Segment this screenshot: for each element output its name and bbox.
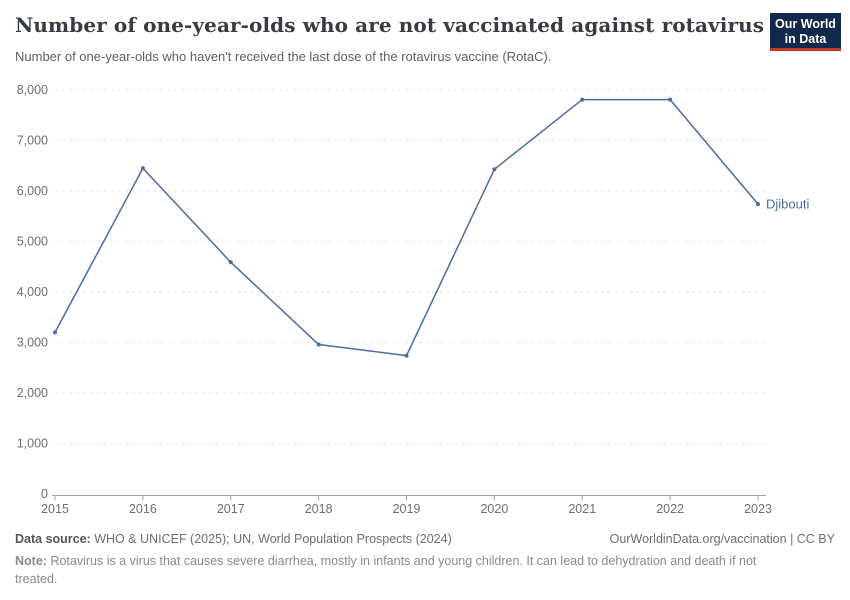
chart-note-label: Note: (15, 554, 47, 569)
x-tick-label: 2020 (480, 502, 508, 516)
owid-logo-line1: Our World (775, 17, 836, 31)
data-point[interactable] (53, 330, 57, 335)
chart-subtitle: Number of one-year-olds who haven't rece… (15, 49, 552, 64)
y-tick-label: 7,000 (17, 134, 48, 148)
y-tick-label: 6,000 (17, 184, 48, 198)
y-tick-label: 4,000 (17, 285, 48, 299)
data-point[interactable] (668, 97, 673, 102)
page-title: Number of one-year-olds who are not vacc… (15, 13, 765, 37)
chart-note: Note: Rotavirus is a virus that causes s… (15, 554, 757, 587)
y-tick-label: 2,000 (17, 386, 48, 400)
data-point[interactable] (316, 342, 321, 347)
x-tick-label: 2023 (744, 502, 772, 516)
chart-footer: Data source: WHO & UNICEF (2025); UN, Wo… (15, 530, 835, 588)
x-tick-label: 2018 (305, 502, 333, 516)
x-tick-label: 2021 (568, 502, 596, 516)
data-point[interactable] (404, 353, 409, 358)
data-point[interactable] (492, 167, 497, 172)
y-tick-label: 5,000 (17, 235, 48, 249)
data-point[interactable] (756, 202, 760, 207)
x-tick-label: 2017 (217, 502, 245, 516)
x-tick-label: 2015 (41, 502, 69, 516)
owid-logo-line2: in Data (784, 31, 827, 46)
data-source-label: Data source: (15, 532, 91, 546)
owid-url-license[interactable]: OurWorldinData.org/vaccination | CC BY (609, 532, 835, 546)
owid-logo[interactable]: Our World in Data (770, 13, 841, 51)
x-tick-label: 2022 (656, 502, 684, 516)
data-point[interactable] (140, 166, 145, 171)
y-tick-label: 8,000 (17, 83, 48, 97)
y-tick-label: 3,000 (17, 336, 48, 350)
y-tick-label: 1,000 (17, 437, 48, 451)
data-point[interactable] (580, 97, 585, 102)
series-line-djibouti[interactable] (54, 98, 759, 357)
x-tick-label: 2016 (129, 502, 157, 516)
data-point[interactable] (228, 260, 233, 265)
series-label-djibouti[interactable]: Djibouti (766, 197, 809, 212)
x-tick-label: 2019 (393, 502, 421, 516)
data-source-text: Data source: WHO & UNICEF (2025); UN, Wo… (15, 532, 452, 546)
y-tick-label: 0 (41, 487, 48, 501)
